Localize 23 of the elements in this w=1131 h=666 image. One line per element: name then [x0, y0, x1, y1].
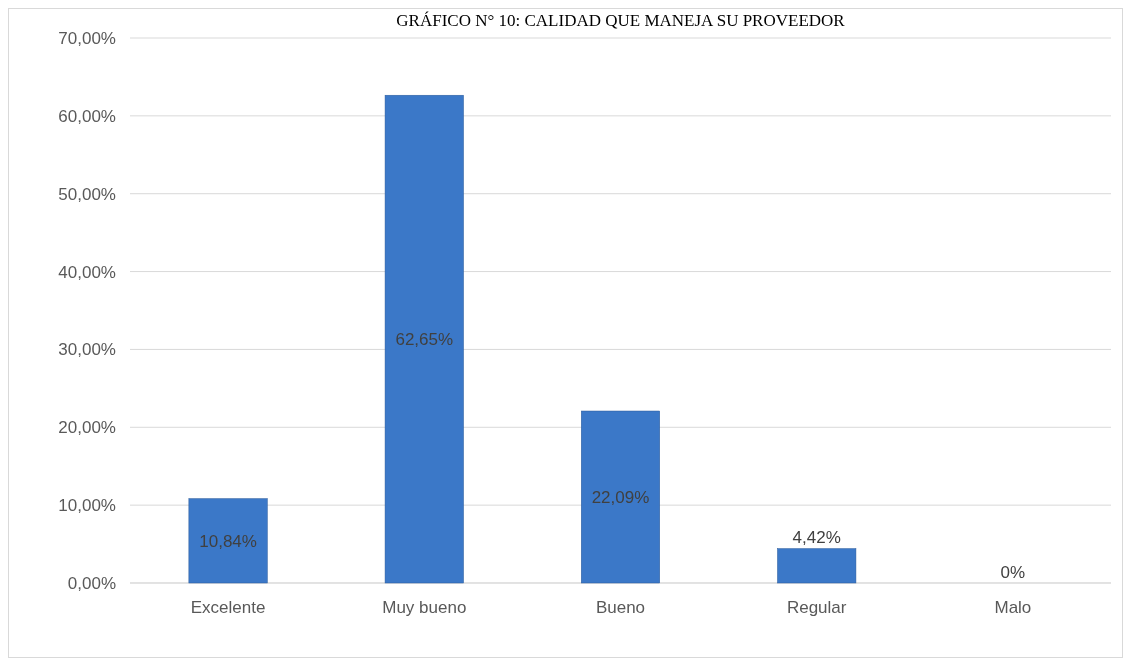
y-tick-label: 60,00%	[58, 106, 116, 126]
y-tick-label: 10,00%	[58, 496, 116, 516]
y-tick-label: 40,00%	[58, 262, 116, 282]
data-label: 62,65%	[395, 330, 454, 350]
x-tick-label: Excelente	[190, 598, 266, 617]
bar	[384, 94, 464, 584]
x-tick-label: Muy bueno	[382, 598, 467, 617]
x-tick-label: Regular	[786, 598, 847, 617]
data-label: 4,42%	[792, 528, 841, 548]
chart-title: GRÁFICO N° 10: CALIDAD QUE MANEJA SU PROVEEDOR	[396, 11, 846, 30]
bar	[777, 548, 857, 584]
x-tick-label: Bueno	[595, 598, 646, 617]
y-tick-label: 30,00%	[58, 340, 116, 360]
data-label: 10,84%	[199, 531, 257, 551]
y-tick-label: 70,00%	[58, 28, 116, 48]
y-tick-label: 50,00%	[58, 184, 116, 204]
data-label: 22,09%	[591, 487, 650, 507]
bar	[188, 498, 268, 584]
y-tick-label: 0,00%	[67, 573, 116, 593]
y-tick-label: 20,00%	[58, 418, 116, 438]
x-tick-label: Malo	[994, 598, 1032, 617]
data-label: 0%	[1000, 562, 1026, 582]
bar	[581, 410, 660, 584]
